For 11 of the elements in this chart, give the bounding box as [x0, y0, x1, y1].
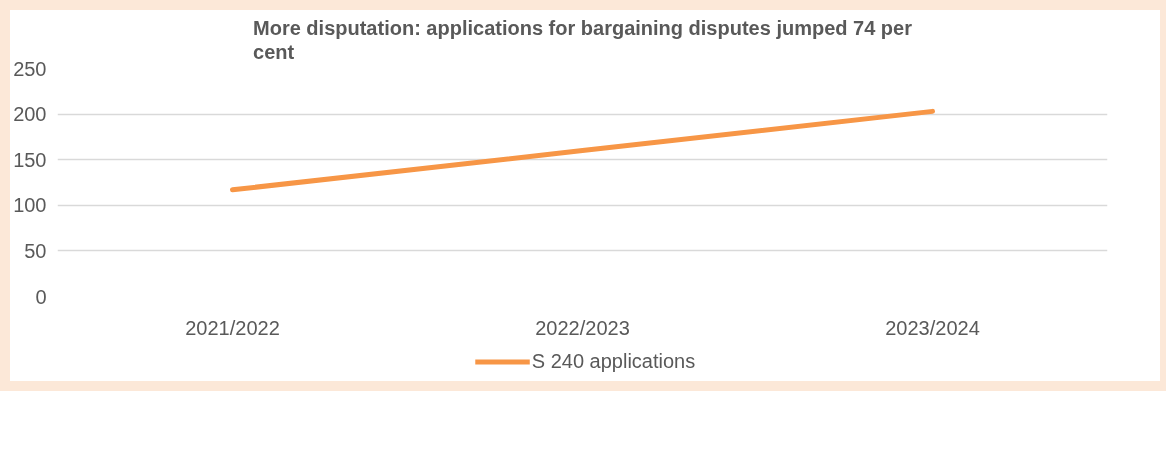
chart-title: More disputation: applications for bargaining disputes jumped 74 per cent — [253, 17, 913, 64]
y-tick-label: 0 — [35, 285, 47, 308]
y-tick-label: 150 — [13, 148, 47, 171]
y-tick-label: 50 — [24, 239, 47, 262]
x-tick-label: 2021/2022 — [185, 316, 280, 339]
y-tick-label: 250 — [13, 57, 47, 80]
y-tick-label: 100 — [13, 194, 47, 217]
x-tick-label: 2023/2024 — [885, 316, 980, 339]
x-tick-label: 2022/2023 — [535, 316, 630, 339]
legend-label: S 240 applications — [531, 349, 696, 373]
y-tick-label: 200 — [13, 103, 47, 126]
